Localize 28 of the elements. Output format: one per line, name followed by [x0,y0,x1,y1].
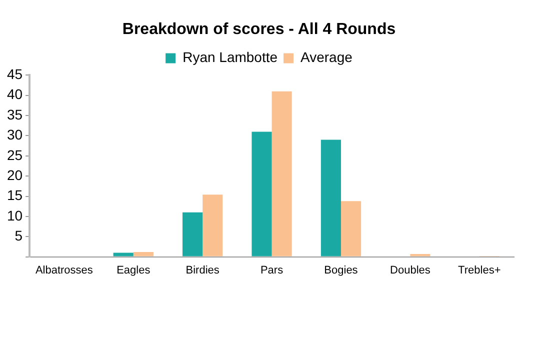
chart-title: Breakdown of scores - All 4 Rounds [122,21,396,38]
y-tick-label: 45 [6,66,23,82]
x-tick-label: Birdies [186,264,220,276]
y-tick-label: 15 [6,187,23,204]
bar [202,194,223,256]
bar [320,140,341,256]
y-tick-label: 35 [6,106,23,122]
y-tick-label: 30 [6,126,23,143]
x-tick-label: Albatrosses [35,264,94,276]
x-tick-label: Trebles+ [458,264,501,276]
y-tick-label: 10 [6,207,23,224]
x-tick-label: Bogies [324,264,358,276]
y-tick-label: 25 [6,146,23,163]
y-tick-label: 40 [6,86,23,102]
x-tick-label: Doubles [390,264,431,276]
bar [113,252,134,256]
bar [252,132,272,256]
y-tick-label: 20 [6,166,23,183]
legend-label: Average [300,49,353,66]
bar [182,212,203,256]
x-tick-label: Pars [260,264,284,276]
bar [340,201,362,256]
y-tick-label: 5 [14,227,23,244]
legend-label: Ryan Lambotte [182,49,278,66]
bar [272,91,292,256]
x-tick-label: Eagles [116,264,151,276]
bar [410,254,430,256]
bar [133,252,154,256]
